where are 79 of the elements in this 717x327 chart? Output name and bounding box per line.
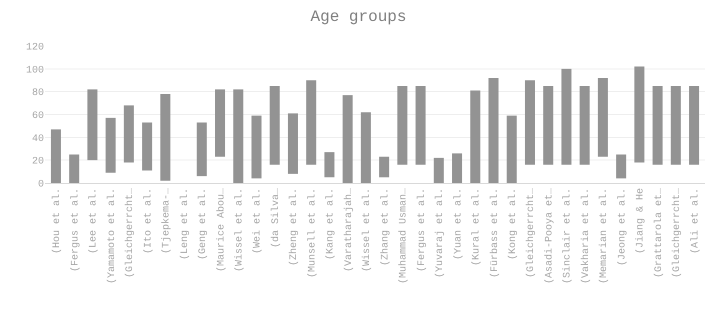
x-tick-label: (Tjepkema-… (160, 188, 173, 254)
bar (506, 116, 517, 183)
bar (598, 78, 608, 157)
x-tick-label: (Maurice Abou… (215, 188, 228, 272)
x-tick-label: (Zheng et al. (288, 188, 300, 266)
x-tick-label: (Wissel et al. (234, 188, 246, 272)
bar (215, 89, 226, 157)
bar (452, 153, 462, 183)
bar (124, 105, 134, 162)
x-tick-label: (Fürbass et al. (488, 188, 501, 278)
x-tick-label: (Sinclair et al. (562, 188, 574, 284)
x-tick-label: (Asadi-Pooya et… (543, 188, 556, 284)
bar (434, 158, 444, 183)
x-tick-label: (Yuan et al. (452, 188, 464, 260)
x-tick-label: (Ali et al. (689, 188, 702, 254)
x-tick-label: (Lee et al. (88, 188, 100, 254)
x-tick-label: (Yuvaraj et al. (434, 188, 446, 278)
bar (416, 86, 426, 165)
y-tick-label: 80 (32, 88, 44, 100)
x-tick-label: (Wissel et al. (361, 188, 374, 272)
bar (397, 86, 408, 165)
x-tick-label: (Hou et al. (51, 188, 64, 254)
x-tick-label: (Kural et al. (470, 188, 483, 266)
bar (488, 78, 499, 183)
bar (106, 118, 116, 173)
x-tick-label: (Vakharia et al. (580, 188, 592, 284)
y-tick-label: 60 (32, 111, 44, 122)
bar (270, 86, 280, 165)
x-tick-label: (Fergus et al. (69, 188, 82, 272)
y-tick-label: 100 (26, 65, 44, 76)
bar (233, 89, 244, 183)
y-tick-label: 40 (32, 134, 44, 145)
bar (69, 154, 80, 183)
bar (543, 86, 554, 165)
bar (288, 113, 298, 174)
x-tick-label: (Munsell et al. (306, 188, 318, 278)
x-tick-label: (Yamamoto et al. (106, 188, 118, 284)
y-tick-label: 0 (38, 180, 44, 190)
bar (561, 68, 572, 165)
bar (689, 86, 700, 165)
chart-title: Age groups (310, 8, 407, 26)
bar (160, 94, 170, 181)
bar (142, 122, 152, 170)
bar (306, 80, 316, 165)
bar (580, 86, 590, 165)
x-tick-label: (Zhang et al. (379, 188, 392, 266)
bar (324, 152, 334, 178)
x-tick-label: (Gleichgerrcht… (525, 188, 538, 278)
bar (524, 80, 535, 165)
x-tick-label: (Grattarola et… (652, 188, 665, 278)
bar (616, 154, 626, 178)
x-tick-label: (Gleichgerrcht… (124, 188, 136, 278)
bar (470, 90, 480, 183)
bar (379, 156, 390, 178)
y-tick-label: 20 (32, 156, 44, 168)
x-tick-label: (Wei et al. (252, 188, 264, 254)
y-tick-label: 120 (26, 42, 44, 54)
bar (670, 86, 681, 165)
bar (251, 116, 262, 178)
x-tick-label: (Leng et al. (178, 188, 191, 260)
x-tick-label: (Muhammad Usman… (398, 188, 410, 284)
x-tick-label: (Kang et al. (324, 188, 337, 260)
x-tick-label: (Ito et al. (142, 188, 154, 254)
bar (652, 86, 663, 165)
bar (634, 66, 644, 162)
bar (196, 122, 207, 176)
bar (50, 129, 61, 183)
bar (360, 112, 371, 183)
x-tick-label: (Fergus et al. (416, 188, 428, 272)
x-tick-label: (Gleichgerrcht… (671, 188, 684, 278)
x-tick-label: (Varatharajah… (342, 188, 355, 272)
x-tick-label: (da Silva… (270, 188, 282, 248)
x-tick-label: (Memarian et al. (598, 188, 610, 284)
bar (342, 95, 353, 183)
x-tick-label: (Kong et al. (506, 188, 519, 260)
x-tick-label: (Jeong et al. (616, 188, 628, 266)
x-tick-label: (Jiang & He (634, 188, 647, 254)
x-tick-label: (Geng et al. (197, 188, 210, 260)
bar (87, 89, 98, 160)
